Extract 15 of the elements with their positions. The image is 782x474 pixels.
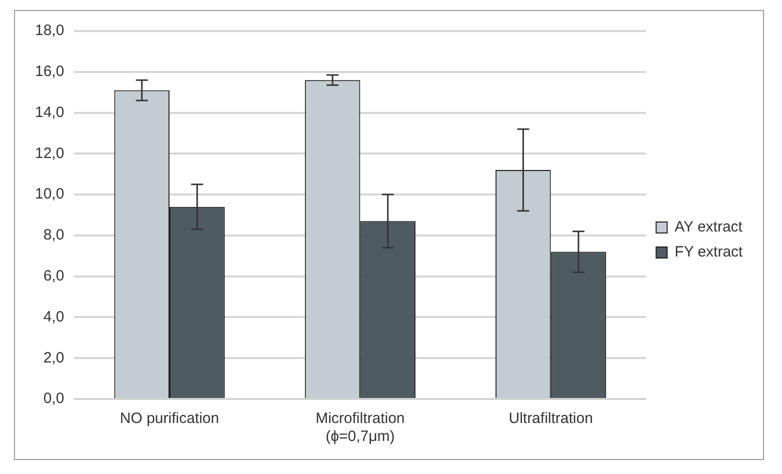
y-tick-label: 18,0 bbox=[34, 22, 64, 40]
legend-label: FY extract bbox=[674, 244, 744, 261]
x-tick-label: NO purification bbox=[120, 410, 220, 428]
y-tick-label: 12,0 bbox=[34, 144, 64, 162]
y-tick-label: 0,0 bbox=[43, 390, 64, 408]
y-tick-label: 16,0 bbox=[34, 63, 64, 80]
y-tick-label: 8,0 bbox=[43, 226, 64, 244]
y-tick-label: 4,0 bbox=[43, 308, 64, 326]
y-tick-label: 10,0 bbox=[34, 186, 64, 203]
y-tick-label: 2,0 bbox=[43, 349, 64, 366]
y-tick-label: 14,0 bbox=[34, 104, 64, 121]
x-tick-label: Microfiltration (ϕ=0,7μm) bbox=[316, 410, 405, 446]
y-tick-label: 6,0 bbox=[43, 267, 64, 284]
x-tick-label: Ultrafiltration bbox=[508, 410, 593, 428]
legend-label: AY extract bbox=[674, 218, 744, 236]
